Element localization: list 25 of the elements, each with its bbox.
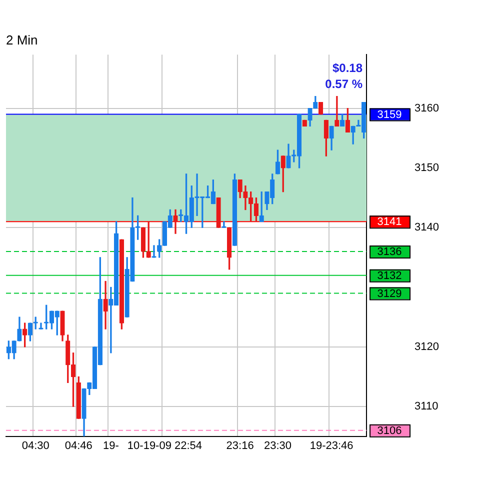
ref-line-label: 3159 [377, 108, 402, 121]
annotation: 0.57 % [325, 76, 363, 91]
y-tick-label: 3120 [414, 340, 440, 353]
x-tick-label: 04:30 [22, 440, 50, 452]
candlestick [38, 322, 44, 330]
y-tick-label: 3160 [414, 102, 440, 114]
ref-line-label: 3129 [377, 288, 402, 300]
y-tick-label: 3150 [414, 162, 440, 174]
y-tick-label: 3140 [414, 222, 440, 234]
ref-line-label: 3136 [377, 246, 402, 258]
x-tick-label: 19- [102, 440, 120, 452]
ref-line-label: 3132 [377, 270, 402, 282]
annotation: $0.18 [332, 60, 363, 75]
ref-line-label: 3106 [377, 424, 402, 437]
candlestick [152, 245, 156, 258]
x-tick-label: 23:30 [264, 440, 292, 452]
x-tick-label: 19-23:46 [310, 440, 354, 452]
y-tick-label: 3110 [414, 400, 438, 413]
x-tick-label: 04:46 [64, 440, 92, 452]
chart-title: 2 Min [6, 32, 38, 48]
x-tick-label: 23:16 [226, 440, 254, 452]
candlestick [103, 280, 108, 330]
x-tick-label: 10-19-09 22:54 [127, 440, 202, 452]
candlestick [334, 96, 340, 127]
ref-line-label: 3141 [377, 216, 402, 228]
